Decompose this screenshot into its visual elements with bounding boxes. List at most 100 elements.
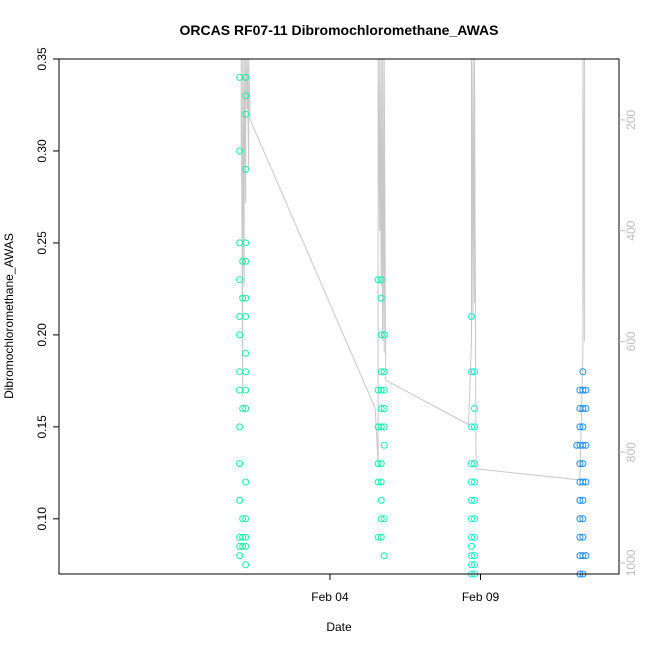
data-point [471, 515, 478, 523]
y-tick-label: 0.25 [35, 231, 49, 255]
data-point [582, 441, 590, 449]
data-point [582, 386, 590, 394]
data-point [380, 515, 388, 523]
data-point [468, 561, 475, 569]
data-point [576, 515, 584, 523]
x-axis-label: Date [326, 620, 352, 634]
data-point [380, 331, 388, 339]
data-point [242, 73, 250, 81]
altitude-line [240, 58, 586, 481]
data-point [468, 478, 475, 486]
data-point [236, 386, 244, 394]
data-point [377, 331, 385, 339]
data-point [579, 460, 587, 468]
data-point [239, 294, 247, 302]
data-point [579, 423, 587, 431]
y-tick-label: 0.10 [35, 507, 49, 531]
data-point [239, 515, 247, 523]
data-point [236, 276, 244, 284]
data-point [377, 386, 385, 394]
data-point [579, 515, 587, 523]
data-point [579, 496, 587, 504]
data-point [579, 441, 587, 449]
data-point [579, 478, 587, 486]
data-point [242, 368, 250, 376]
data-point [242, 542, 250, 550]
data-point [239, 257, 247, 265]
data-point [239, 405, 247, 412]
data-point [377, 423, 385, 431]
y2-tick-label: 600 [624, 331, 638, 351]
chart-title: ORCAS RF07-11 Dibromochloromethane_AWAS [180, 22, 499, 38]
data-point [242, 515, 250, 523]
data-point [377, 478, 385, 486]
data-point [242, 239, 250, 247]
data-point [242, 165, 250, 173]
data-point [377, 276, 385, 284]
data-point [242, 386, 250, 394]
data-point [579, 386, 587, 394]
y-tick-label: 0.15 [35, 415, 49, 439]
data-point [242, 92, 250, 100]
y-axis: 0.10 0.15 0.20 0.25 0.30 0.35 [35, 47, 59, 531]
data-point [468, 496, 475, 504]
data-point [242, 561, 250, 569]
data-point [576, 533, 584, 541]
data-point [380, 368, 388, 376]
data-point [236, 460, 244, 468]
data-point [377, 368, 385, 376]
data-point [468, 423, 475, 431]
data-point [242, 349, 250, 357]
data-point [377, 405, 385, 412]
y2-tick-label: 1000 [624, 549, 638, 576]
data-point [374, 276, 382, 284]
data-point [579, 533, 587, 541]
data-point [236, 331, 244, 339]
y-tick-label: 0.30 [35, 139, 49, 163]
data-point [236, 423, 244, 431]
data-point [242, 313, 250, 320]
data-point [471, 405, 478, 412]
y2-axis: 200 400 600 800 1000 [619, 110, 638, 576]
data-point [579, 552, 587, 560]
data-point [236, 368, 244, 376]
data-point [579, 368, 587, 376]
x-tick-label: Feb 04 [311, 590, 349, 604]
data-point [582, 478, 590, 486]
x-tick-label: Feb 09 [462, 590, 500, 604]
data-point [236, 147, 244, 155]
data-point [239, 533, 247, 541]
data-point [468, 552, 475, 560]
data-point [579, 405, 587, 412]
y-axis-label: Dibromochloromethane_AWAS [2, 233, 16, 399]
data-point [471, 496, 478, 504]
x-axis: Feb 04 Feb 09 [311, 574, 500, 604]
y2-tick-label: 400 [624, 220, 638, 240]
altitude-line-layer [240, 58, 586, 481]
y2-tick-label: 800 [624, 442, 638, 462]
data-point [374, 478, 382, 486]
data-point [380, 386, 388, 394]
data-point [236, 552, 244, 560]
data-point [242, 533, 250, 541]
data-point [471, 533, 478, 541]
data-point [374, 533, 382, 541]
data-point [239, 542, 247, 550]
data-point [380, 441, 388, 449]
data-point [377, 533, 385, 541]
data-point [468, 542, 475, 550]
data-point [582, 552, 590, 560]
data-point [468, 515, 475, 523]
data-point [377, 496, 385, 504]
data-point [576, 423, 584, 431]
data-point [471, 478, 478, 486]
data-point [380, 552, 388, 560]
data-point [242, 294, 250, 302]
data-point [377, 294, 385, 302]
data-point [242, 478, 250, 486]
data-point [468, 533, 475, 541]
data-point [471, 552, 478, 560]
data-point [377, 460, 385, 468]
data-point [576, 460, 584, 468]
